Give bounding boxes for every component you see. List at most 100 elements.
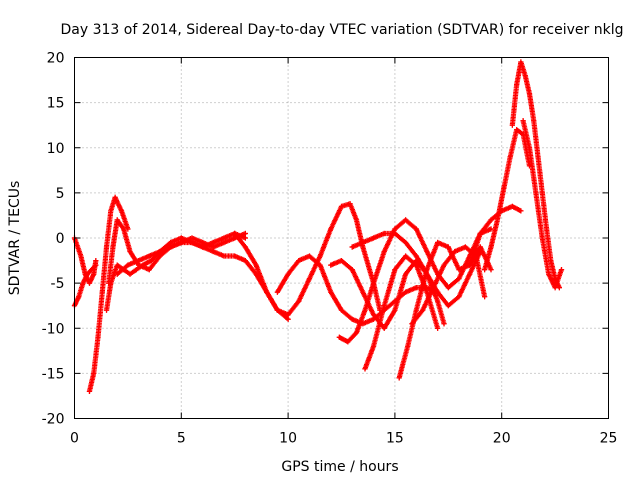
data-point <box>488 266 494 273</box>
x-tick-label: 25 <box>600 431 618 447</box>
data-point <box>127 271 133 277</box>
data-point <box>200 239 206 246</box>
data-point <box>462 244 468 250</box>
y-tick-label: -5 <box>51 276 65 292</box>
data-point <box>338 203 345 210</box>
data-point <box>533 190 539 196</box>
data-point <box>78 253 84 259</box>
data-point <box>482 294 488 300</box>
data-point <box>413 307 419 313</box>
data-point <box>189 239 195 246</box>
data-point <box>168 244 174 250</box>
data-point <box>402 239 409 246</box>
data-point <box>103 307 110 313</box>
data-point <box>370 312 377 318</box>
data-point <box>467 271 473 277</box>
data-point <box>328 226 334 232</box>
data-point <box>402 253 409 259</box>
data-point <box>349 316 355 322</box>
data-point <box>531 118 537 124</box>
data-point <box>360 239 366 246</box>
data-point <box>526 91 533 97</box>
data-point <box>349 266 355 273</box>
data-point <box>535 154 541 160</box>
data-point <box>168 239 174 246</box>
data-points <box>71 59 565 395</box>
data-point <box>392 307 398 313</box>
data-point <box>360 244 366 250</box>
data-point <box>317 253 323 259</box>
data-point <box>264 289 270 295</box>
data-point <box>420 307 426 313</box>
data-point <box>558 266 565 273</box>
data-point <box>86 388 93 395</box>
y-tick-label: 10 <box>47 141 65 157</box>
data-point <box>253 262 259 268</box>
data-point <box>413 262 419 268</box>
series-markers <box>482 127 533 273</box>
data-point <box>242 235 248 241</box>
axis-ticks: 0 5 10 15 20 25 -20 -15 -10 -5 0 5 10 15 20 <box>42 51 618 447</box>
data-point <box>424 266 430 273</box>
series-arc-8 <box>274 253 441 327</box>
data-point <box>328 262 334 268</box>
data-point <box>148 257 154 264</box>
data-point <box>118 208 125 214</box>
data-point <box>362 307 368 313</box>
data-point <box>285 271 291 277</box>
x-tick-label: 10 <box>279 431 297 447</box>
data-point <box>381 230 387 237</box>
y-tick-label: -20 <box>42 412 65 428</box>
data-point <box>441 321 447 327</box>
data-point <box>221 235 227 241</box>
data-point <box>445 285 451 291</box>
data-point <box>518 208 524 214</box>
data-point <box>349 244 355 250</box>
data-point <box>424 289 430 295</box>
x-tick-label: 0 <box>70 431 79 447</box>
data-point <box>413 253 419 259</box>
data-point <box>402 217 409 223</box>
data-point <box>338 257 345 264</box>
y-tick-label: 0 <box>56 231 65 247</box>
data-point <box>80 280 86 286</box>
series-arc-6 <box>114 230 248 277</box>
data-point <box>405 343 411 349</box>
data-point <box>106 280 112 286</box>
data-point <box>514 127 520 133</box>
data-point <box>370 280 377 286</box>
data-point <box>370 235 377 241</box>
data-point <box>402 271 409 277</box>
data-point <box>353 217 360 223</box>
data-point <box>445 244 451 250</box>
data-point <box>392 226 398 232</box>
data-point <box>76 294 82 300</box>
data-point <box>526 145 533 151</box>
data-point <box>345 339 351 345</box>
data-point <box>91 370 97 376</box>
data-point <box>296 298 302 304</box>
data-point <box>178 235 184 241</box>
y-tick-label: -10 <box>42 321 65 337</box>
x-tick-label: 15 <box>386 431 404 447</box>
data-point <box>232 253 238 259</box>
data-point <box>514 81 520 88</box>
data-point <box>114 271 120 277</box>
data-point <box>362 366 368 372</box>
y-tick-label: 15 <box>47 96 65 112</box>
data-point <box>543 226 550 232</box>
data-point <box>242 257 248 264</box>
data-point <box>392 230 398 237</box>
data-point <box>507 154 513 160</box>
data-point <box>125 262 131 268</box>
data-point <box>424 248 430 255</box>
data-point <box>221 253 227 259</box>
data-point <box>381 303 387 309</box>
data-point <box>552 285 558 291</box>
series-arc-9 <box>328 257 447 331</box>
data-point <box>482 266 488 273</box>
data-point <box>435 325 441 331</box>
data-point <box>456 294 462 300</box>
data-point <box>381 325 387 331</box>
